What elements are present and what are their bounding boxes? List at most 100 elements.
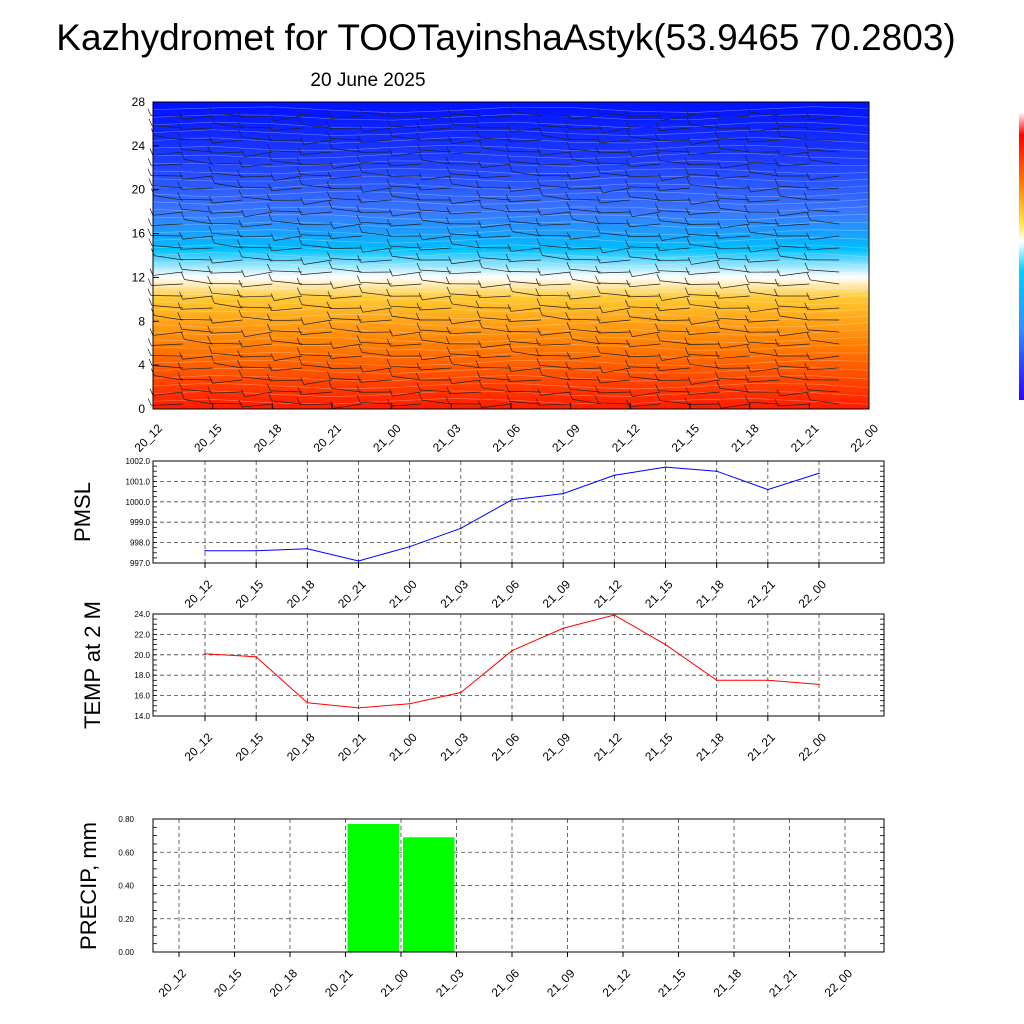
wind-barb-flag bbox=[744, 335, 749, 343]
wind-barb-flag bbox=[505, 314, 510, 322]
wind-barb-flag bbox=[716, 261, 721, 269]
wind-barb-flag bbox=[238, 249, 243, 258]
wind-barb bbox=[270, 259, 303, 262]
wind-barb-flag bbox=[238, 309, 243, 318]
wind-barb-flag bbox=[686, 297, 691, 305]
wind-barb-flag bbox=[599, 305, 603, 313]
data-point bbox=[204, 549, 206, 552]
contour-line bbox=[152, 190, 870, 198]
wind-barb bbox=[451, 139, 482, 145]
wind-barb-flag bbox=[505, 384, 510, 392]
data-point bbox=[818, 683, 820, 686]
wind-barb-flag bbox=[535, 168, 540, 176]
y-tick-label: 22.0 bbox=[134, 630, 150, 639]
wind-barb-flag bbox=[476, 230, 480, 238]
wind-barb bbox=[180, 367, 213, 370]
wind-barb-flag bbox=[237, 359, 241, 368]
wind-barb bbox=[271, 160, 303, 165]
wind-barb bbox=[780, 391, 810, 397]
wind-barb bbox=[244, 211, 273, 218]
x-tick-label: 20_15 bbox=[233, 577, 267, 611]
wind-barb bbox=[691, 199, 720, 205]
wind-barb bbox=[750, 367, 780, 373]
wind-barb-flag bbox=[505, 134, 510, 142]
wind-barb-flag bbox=[297, 267, 302, 275]
wind-barb-flag bbox=[266, 373, 271, 381]
wind-barb bbox=[750, 187, 780, 193]
wind-barb bbox=[449, 173, 482, 177]
wind-barb bbox=[184, 399, 213, 405]
wind-barb-flag bbox=[268, 363, 272, 371]
wind-barb-flag bbox=[179, 292, 183, 300]
wind-barb-flag bbox=[565, 242, 570, 250]
wind-barb-flag bbox=[238, 399, 243, 408]
wind-barb-flag bbox=[684, 227, 689, 235]
wind-barb-flag bbox=[181, 152, 185, 160]
wind-barb bbox=[658, 379, 691, 382]
wind-barb-flag bbox=[744, 275, 749, 283]
wind-barb-flag bbox=[565, 122, 570, 130]
wind-barb bbox=[391, 195, 422, 201]
wind-barb bbox=[568, 258, 601, 261]
wind-barb-flag bbox=[448, 376, 453, 384]
wind-barb-flag bbox=[685, 147, 690, 155]
data-point bbox=[255, 656, 257, 658]
wind-barb-flag bbox=[177, 122, 182, 130]
wind-barb-flag bbox=[595, 215, 599, 224]
wind-barb bbox=[570, 235, 601, 240]
wind-barb bbox=[509, 341, 541, 345]
wind-barb-flag bbox=[147, 278, 152, 286]
wind-barb bbox=[330, 235, 362, 239]
contour-line bbox=[152, 167, 870, 175]
wind-barb bbox=[214, 243, 243, 249]
contour-line bbox=[152, 344, 870, 351]
wind-barb-flag bbox=[178, 322, 183, 330]
wind-barb-flag bbox=[628, 329, 633, 337]
wind-barb bbox=[274, 115, 303, 121]
data-point bbox=[255, 549, 257, 552]
wind-barb bbox=[479, 377, 512, 381]
wind-barb bbox=[391, 375, 422, 381]
wind-barb bbox=[422, 235, 452, 241]
wind-barb-flag bbox=[687, 377, 692, 385]
wind-barb bbox=[569, 268, 601, 273]
data-point bbox=[818, 472, 820, 475]
wind-barb-flag bbox=[744, 315, 749, 323]
wind-barb-flag bbox=[656, 273, 661, 281]
wind-barb-flag bbox=[416, 142, 421, 151]
wind-barb-flag bbox=[446, 346, 451, 354]
wind-barb-flag bbox=[179, 112, 183, 120]
wind-barb bbox=[572, 219, 601, 225]
wind-barb bbox=[719, 328, 750, 333]
wind-barb-flag bbox=[478, 340, 482, 348]
wind-barb-flag bbox=[416, 192, 420, 201]
wind-barb bbox=[449, 151, 482, 155]
wind-barb-flag bbox=[566, 171, 571, 180]
wind-barb bbox=[481, 343, 512, 348]
wind-barb bbox=[509, 161, 541, 165]
wind-barb bbox=[362, 127, 392, 133]
data-point bbox=[664, 466, 667, 468]
wind-barb-flag bbox=[715, 171, 719, 179]
wind-barb bbox=[780, 331, 810, 337]
data-point bbox=[460, 691, 462, 694]
wind-barb bbox=[632, 271, 661, 277]
wind-barb bbox=[568, 247, 601, 250]
x-tick-label: 20_21 bbox=[335, 577, 369, 611]
wind-barb bbox=[452, 243, 482, 249]
wind-barb-flag bbox=[684, 347, 689, 355]
wind-barb bbox=[629, 343, 661, 348]
wind-barb bbox=[181, 149, 213, 153]
wind-barb bbox=[479, 317, 512, 321]
contour-line bbox=[152, 367, 870, 374]
wind-barb bbox=[509, 259, 541, 262]
wind-barb-flag bbox=[717, 161, 722, 169]
wind-barb-flag bbox=[566, 231, 571, 240]
wind-barb bbox=[599, 199, 631, 204]
wind-barb-flag bbox=[774, 178, 779, 187]
wind-barb-flag bbox=[298, 357, 303, 365]
wind-barb bbox=[449, 271, 482, 275]
wind-barb bbox=[479, 175, 512, 179]
wind-barb-flag bbox=[596, 345, 601, 354]
wind-barb bbox=[568, 378, 601, 381]
